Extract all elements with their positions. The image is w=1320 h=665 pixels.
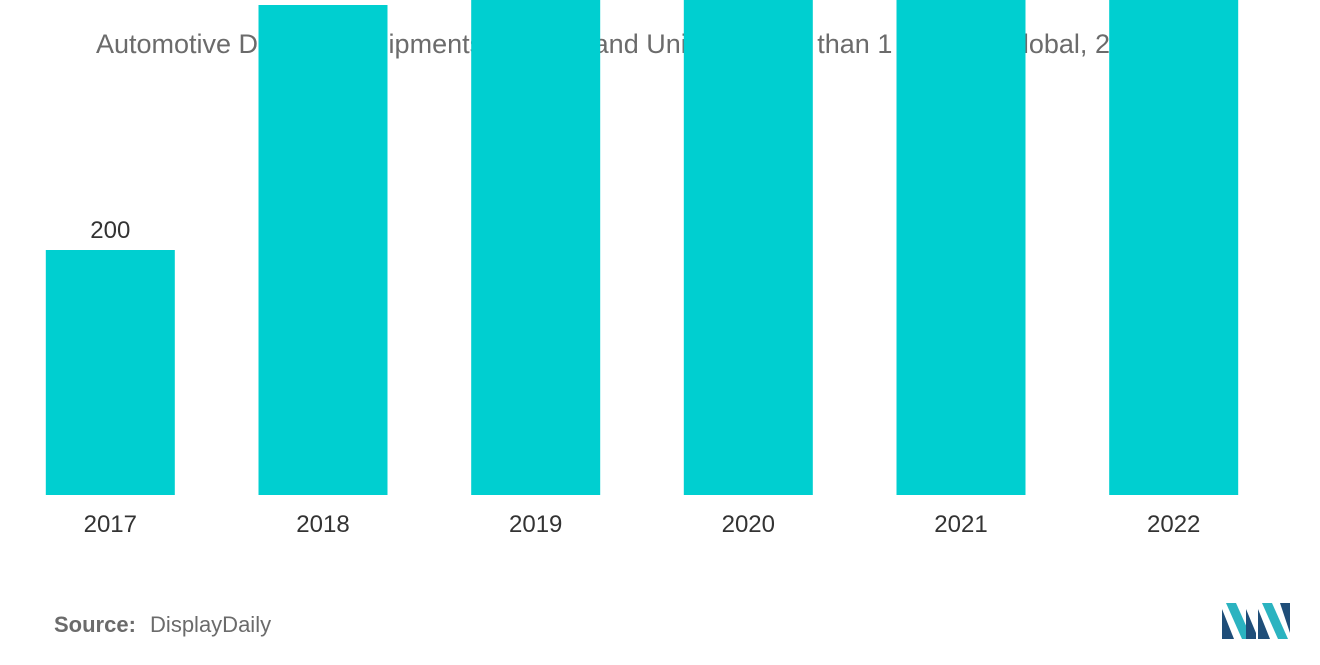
source-note: Source: DisplayDaily — [54, 612, 271, 638]
bar-2019 — [471, 0, 601, 495]
source-key: Source: — [54, 612, 136, 637]
source-value: DisplayDaily — [150, 612, 272, 637]
category-label-2022: 2022 — [1147, 511, 1200, 538]
bar-2021 — [896, 0, 1026, 495]
bars-group — [45, 0, 1239, 495]
category-label-2018: 2018 — [296, 511, 349, 538]
category-labels-group: 2017 2018 2019 2020 2021 2022 — [84, 511, 1201, 538]
category-label-2019: 2019 — [509, 511, 562, 538]
mordor-logo-icon — [1222, 603, 1290, 639]
value-label-2017: 200 — [90, 217, 130, 244]
category-label-2021: 2021 — [934, 511, 987, 538]
bar-2018 — [258, 5, 388, 495]
bar-chart: 200400500590620630 201720182019202020212… — [45, 0, 1239, 538]
bar-2020 — [683, 0, 813, 495]
category-label-2020: 2020 — [722, 511, 775, 538]
bar-2022 — [1109, 0, 1239, 495]
category-label-2017: 2017 — [84, 511, 137, 538]
bar-2017 — [45, 250, 175, 495]
value-labels-group: 200400500590620630 — [90, 217, 130, 244]
